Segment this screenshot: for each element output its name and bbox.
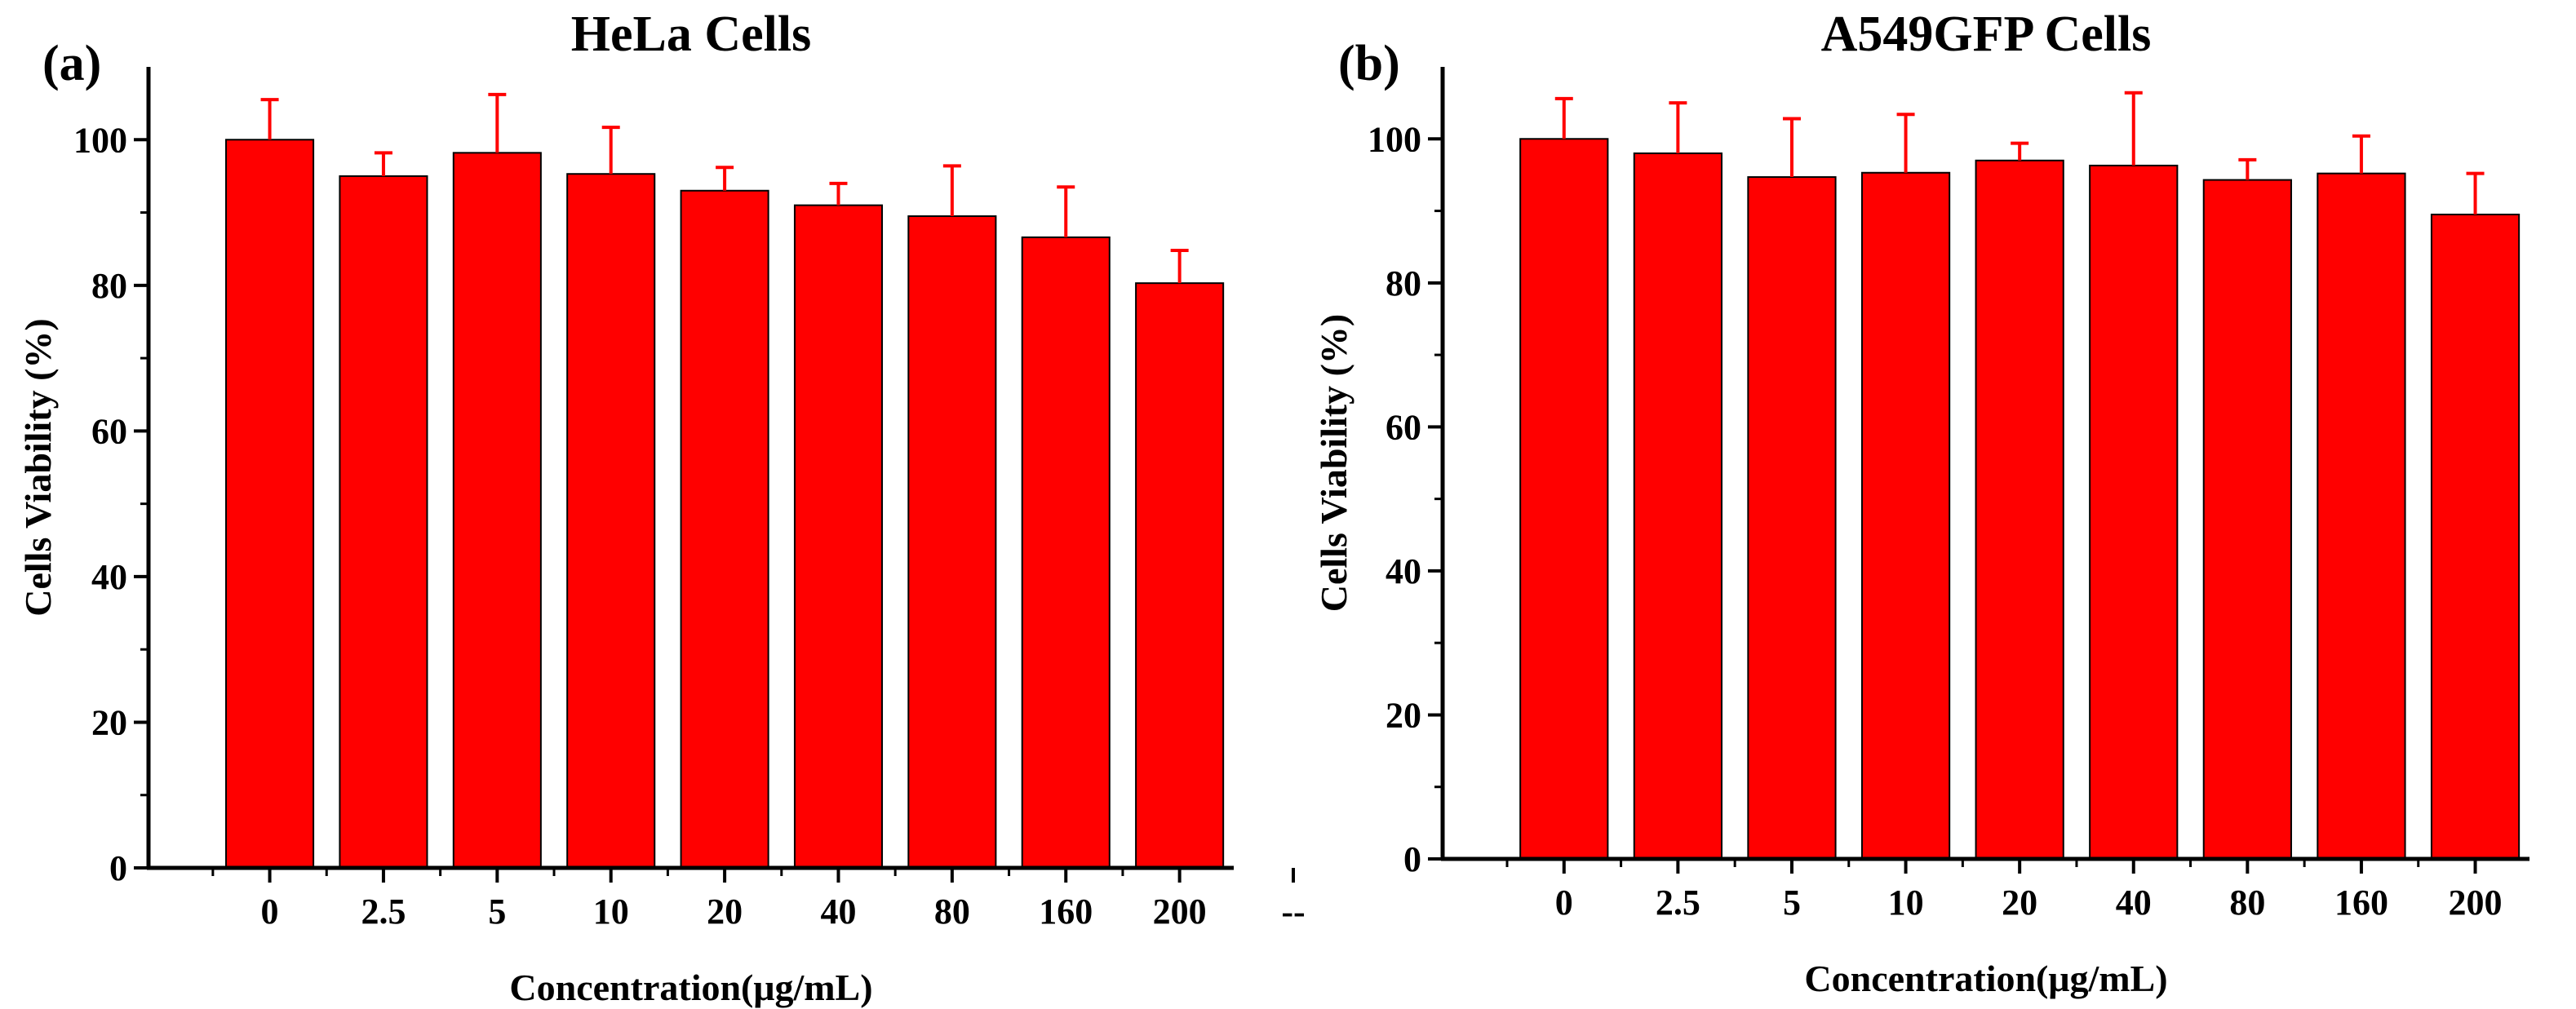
error-bar-200 [1170, 248, 1189, 284]
error-bar-10 [601, 126, 620, 175]
error-bar-160 [2352, 134, 2370, 174]
y-tick-label: 20 [91, 702, 127, 742]
error-bar-0 [1554, 96, 1573, 139]
bar-40 [2089, 164, 2179, 860]
bar-2.5 [1633, 152, 1723, 861]
y-tick-label: 80 [91, 266, 127, 306]
y-tick-label: 80 [1386, 263, 1421, 303]
x-tick-label-extra: -- [1281, 892, 1305, 932]
x-tick-label-40: 40 [2116, 883, 2152, 923]
x-tick-label-0: 0 [1555, 883, 1573, 923]
x-axis-label: Concentration(μg/mL) [1804, 958, 2167, 999]
error-bar-2.5 [1669, 101, 1687, 153]
bar-40 [793, 204, 884, 870]
error-bar-40 [2124, 91, 2143, 166]
y-axis-label: Cells Viability (%) [1313, 314, 1355, 612]
y-axis-label: Cells Viability (%) [17, 318, 59, 616]
y-tick-label: 40 [1386, 551, 1421, 591]
x-tick-label-200: 200 [1153, 892, 1207, 932]
bar-80 [907, 215, 997, 869]
bar-5 [1747, 176, 1837, 861]
bar-0 [1519, 138, 1609, 861]
y-tick-label: 100 [73, 120, 127, 160]
chart-title: HeLa Cells [571, 7, 811, 62]
x-tick-label-10: 10 [593, 892, 629, 932]
x-tick-label-20: 20 [707, 892, 743, 932]
panel-label: (b) [1338, 36, 1400, 91]
error-bar-0 [260, 98, 279, 140]
bar-20 [680, 189, 769, 870]
y-tick-label: 60 [1386, 407, 1421, 447]
error-bar-80 [2238, 157, 2257, 180]
bar-20 [1975, 159, 2064, 861]
error-bar-200 [2466, 171, 2485, 215]
error-bar-40 [829, 181, 848, 206]
y-tick-label: 60 [91, 411, 127, 451]
bar-10 [566, 173, 656, 870]
bar-200 [1135, 282, 1225, 869]
x-tick-label-2.5: 2.5 [1656, 883, 1700, 923]
x-tick-label-5: 5 [488, 892, 506, 932]
x-axis-label: Concentration(μg/mL) [509, 967, 872, 1008]
x-tick-label-80: 80 [934, 892, 970, 932]
y-tick-label: 0 [1403, 839, 1421, 879]
bar-200 [2430, 213, 2521, 860]
y-tick-label: 20 [1386, 695, 1421, 735]
error-bar-20 [716, 166, 734, 191]
error-bar-2.5 [374, 151, 392, 176]
bar-10 [1860, 171, 1951, 860]
y-tick-label: 0 [109, 848, 127, 888]
error-bar-10 [1896, 113, 1915, 173]
bar-160 [1021, 236, 1111, 869]
panel-label: (a) [42, 36, 101, 91]
x-tick-label-20: 20 [2002, 883, 2037, 923]
error-bar-80 [942, 164, 961, 217]
bar-0 [225, 139, 315, 870]
bar-160 [2317, 172, 2406, 861]
x-tick-label-0: 0 [261, 892, 279, 932]
error-bar-160 [1057, 185, 1075, 237]
chart-title: A549GFP Cells [1821, 7, 2152, 62]
x-tick-label-160: 160 [2334, 883, 2388, 923]
x-tick-label-200: 200 [2449, 883, 2503, 923]
error-bar-20 [2011, 141, 2029, 161]
x-tick-label-10: 10 [1888, 883, 1924, 923]
y-tick-label: 100 [1368, 119, 1421, 159]
panel-a: (a) HeLa Cells 0 20 40 60 80 100 0 2.5 5 10 20 40 80 16… [17, 7, 1306, 1008]
x-tick-label-160: 160 [1039, 892, 1093, 932]
error-bar-5 [1782, 117, 1801, 178]
bar-80 [2202, 179, 2292, 860]
bar-2.5 [339, 175, 428, 869]
y-tick-label: 40 [91, 557, 127, 597]
x-tick-label-5: 5 [1783, 883, 1801, 923]
bar-5 [452, 152, 542, 870]
error-bar-5 [488, 92, 507, 153]
x-tick-label-2.5: 2.5 [361, 892, 406, 932]
x-tick-label-80: 80 [2229, 883, 2265, 923]
panel-b: (b) A549GFP Cells 0 20 40 60 80 100 0 2.5 5 10 20 40 8… [1313, 7, 2529, 999]
x-tick-label-40: 40 [820, 892, 856, 932]
